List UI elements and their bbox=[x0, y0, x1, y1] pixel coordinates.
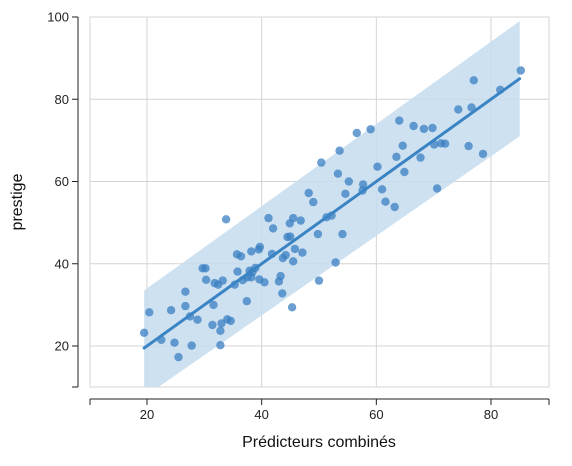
data-point bbox=[193, 315, 202, 324]
x-tick-label: 60 bbox=[369, 407, 383, 422]
y-tick-label: 40 bbox=[55, 256, 69, 271]
data-point bbox=[221, 215, 231, 224]
data-point bbox=[276, 271, 285, 281]
x-tick-label: 40 bbox=[254, 407, 268, 422]
data-point bbox=[208, 320, 217, 330]
data-point bbox=[226, 316, 235, 326]
data-point bbox=[381, 197, 390, 206]
y-axis-label: prestige bbox=[9, 173, 26, 230]
data-point bbox=[428, 123, 437, 133]
data-point bbox=[216, 326, 225, 335]
data-point bbox=[260, 278, 269, 287]
data-point bbox=[454, 105, 463, 114]
data-point bbox=[390, 202, 399, 212]
data-point bbox=[287, 303, 297, 312]
plot-frame bbox=[89, 16, 550, 388]
data-point bbox=[335, 146, 344, 155]
data-point bbox=[432, 184, 442, 193]
data-point bbox=[289, 257, 298, 266]
x-tick-label: 20 bbox=[140, 407, 154, 422]
data-point bbox=[233, 267, 242, 276]
y-tick-label: 80 bbox=[55, 92, 69, 107]
data-point bbox=[268, 224, 278, 233]
data-point bbox=[313, 229, 323, 239]
data-point bbox=[139, 328, 149, 337]
data-point bbox=[400, 167, 409, 177]
data-point bbox=[341, 189, 350, 198]
data-point bbox=[264, 213, 273, 223]
data-point bbox=[174, 352, 183, 362]
data-point bbox=[187, 341, 196, 350]
x-axis: 20 40 60 80 bbox=[89, 398, 550, 422]
data-point bbox=[440, 139, 450, 148]
data-point bbox=[373, 162, 382, 171]
data-point bbox=[296, 216, 305, 225]
data-point bbox=[170, 338, 179, 347]
prediction-band bbox=[144, 21, 520, 387]
data-point bbox=[331, 258, 340, 267]
data-point bbox=[278, 289, 287, 298]
data-point bbox=[242, 297, 251, 306]
data-point bbox=[209, 300, 218, 310]
data-point bbox=[314, 276, 324, 285]
y-axis: 20 40 60 80 100 bbox=[47, 10, 79, 388]
regression-line bbox=[142, 77, 522, 350]
y-tick-label: 20 bbox=[55, 339, 69, 354]
x-tick-label: 80 bbox=[484, 407, 498, 422]
data-point bbox=[236, 252, 246, 261]
data-point bbox=[255, 242, 265, 252]
data-point bbox=[281, 250, 290, 260]
data-point bbox=[333, 169, 343, 178]
data-point bbox=[309, 197, 318, 207]
data-point bbox=[395, 116, 404, 125]
data-point bbox=[201, 264, 210, 273]
data-point bbox=[469, 76, 478, 85]
data-point bbox=[366, 125, 375, 134]
data-point bbox=[317, 158, 326, 167]
data-point bbox=[516, 66, 525, 75]
data-point bbox=[201, 275, 211, 284]
data-point bbox=[419, 124, 429, 134]
data-point bbox=[145, 308, 154, 317]
data-point bbox=[166, 306, 176, 315]
data-point bbox=[392, 152, 401, 161]
data-point bbox=[298, 248, 307, 257]
data-point bbox=[216, 341, 225, 350]
data-point bbox=[290, 244, 300, 254]
data-point bbox=[304, 188, 313, 198]
data-point bbox=[217, 319, 226, 328]
data-point bbox=[377, 185, 387, 194]
data-point bbox=[289, 213, 298, 223]
data-point bbox=[478, 149, 488, 159]
data-point bbox=[338, 229, 347, 239]
y-tick-label: 60 bbox=[55, 174, 69, 189]
data-point bbox=[247, 247, 256, 256]
data-point bbox=[352, 128, 361, 138]
data-point bbox=[181, 287, 190, 296]
data-point bbox=[286, 232, 295, 241]
data-point bbox=[464, 141, 473, 151]
data-point bbox=[218, 276, 227, 285]
data-point bbox=[416, 153, 425, 162]
data-point bbox=[467, 103, 476, 112]
x-axis-label: Prédicteurs combinés bbox=[242, 434, 396, 451]
data-point bbox=[358, 180, 368, 189]
y-tick-label: 100 bbox=[47, 10, 69, 25]
data-point bbox=[398, 141, 407, 150]
data-point bbox=[344, 177, 353, 186]
data-point bbox=[409, 121, 418, 131]
data-point bbox=[181, 301, 190, 311]
